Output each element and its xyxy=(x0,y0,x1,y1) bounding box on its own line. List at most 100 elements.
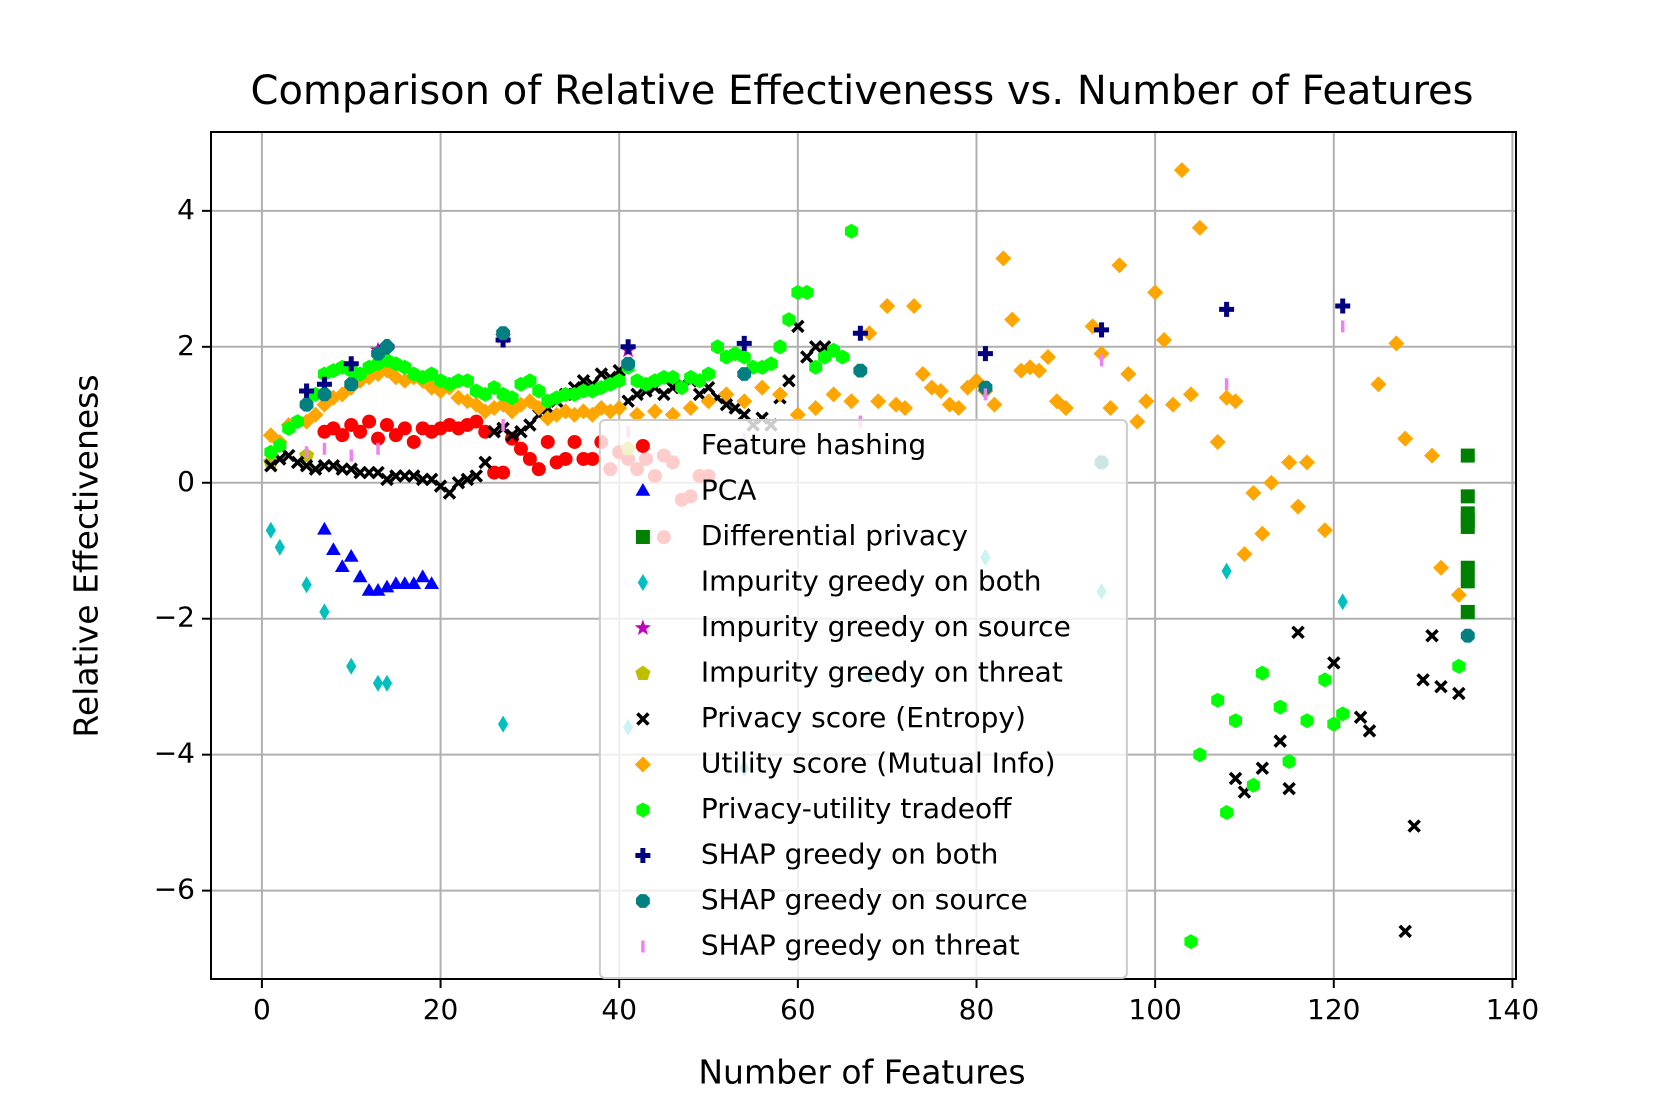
point xyxy=(1229,713,1242,729)
legend-marker xyxy=(635,438,650,453)
point xyxy=(594,367,609,381)
point xyxy=(415,569,431,583)
point xyxy=(460,472,475,487)
point xyxy=(666,369,680,385)
point xyxy=(853,363,868,378)
point xyxy=(532,383,546,399)
point xyxy=(1370,376,1387,393)
point xyxy=(782,312,796,328)
point xyxy=(299,397,314,412)
y-tick-label: 0 xyxy=(177,465,195,498)
point xyxy=(1424,447,1440,464)
point xyxy=(273,437,287,453)
point xyxy=(800,284,814,300)
point xyxy=(1102,400,1119,416)
point xyxy=(326,542,341,555)
point xyxy=(1182,386,1199,403)
point xyxy=(718,386,735,403)
point xyxy=(1040,349,1056,365)
point xyxy=(1147,284,1164,301)
point xyxy=(1031,362,1047,379)
legend-marker xyxy=(635,529,650,544)
x-tick-label: 20 xyxy=(423,993,459,1026)
point xyxy=(335,428,350,443)
point xyxy=(1291,625,1305,640)
point xyxy=(789,406,806,423)
x-axis-label: Number of Features xyxy=(698,1053,1025,1092)
point xyxy=(950,400,967,416)
point xyxy=(397,421,412,436)
point xyxy=(1120,366,1137,382)
point xyxy=(914,366,931,382)
point xyxy=(737,349,751,365)
legend-marker xyxy=(636,894,650,908)
point xyxy=(1337,593,1348,611)
point xyxy=(344,377,359,392)
point xyxy=(379,417,394,432)
point xyxy=(1255,761,1270,776)
point xyxy=(621,356,636,371)
point xyxy=(906,298,922,314)
point xyxy=(379,579,395,593)
legend-label: SHAP greedy on threat xyxy=(701,928,1020,961)
point xyxy=(585,451,600,466)
legend-marker xyxy=(635,665,651,680)
point xyxy=(505,428,519,442)
point xyxy=(702,366,715,382)
y-tick-label: 2 xyxy=(177,329,195,362)
point xyxy=(460,373,474,389)
point xyxy=(809,359,823,375)
point xyxy=(736,335,752,351)
point xyxy=(263,454,279,469)
point xyxy=(343,549,359,562)
point xyxy=(719,397,734,412)
point xyxy=(317,521,332,535)
point xyxy=(498,715,509,733)
y-tick-label: −2 xyxy=(154,601,195,634)
legend-label: Privacy-utility tradeoff xyxy=(701,792,1012,825)
x-tick-label: 40 xyxy=(601,993,637,1026)
point xyxy=(513,441,528,456)
legend-label: Impurity greedy on source xyxy=(701,610,1071,643)
point xyxy=(576,374,591,388)
point xyxy=(531,462,546,477)
x-tick-label: 80 xyxy=(959,993,995,1026)
point xyxy=(352,569,368,583)
x-tick-label: 120 xyxy=(1307,993,1360,1026)
point xyxy=(682,400,699,416)
point xyxy=(620,339,636,355)
point xyxy=(1335,298,1351,314)
point xyxy=(986,396,1003,413)
point xyxy=(995,250,1012,267)
point xyxy=(782,374,796,388)
point xyxy=(736,393,753,410)
x-tick-label: 140 xyxy=(1486,993,1539,1026)
point xyxy=(567,434,582,449)
legend-label: PCA xyxy=(701,473,757,506)
point xyxy=(1255,665,1269,681)
point xyxy=(424,576,439,589)
legend-label: SHAP greedy on both xyxy=(701,837,999,870)
point xyxy=(1460,448,1475,463)
point xyxy=(1004,311,1021,328)
point xyxy=(1057,400,1074,416)
point xyxy=(612,373,626,389)
point xyxy=(1362,724,1377,738)
point xyxy=(1246,777,1260,793)
point xyxy=(381,674,393,692)
point xyxy=(737,408,751,422)
point xyxy=(1388,335,1405,352)
point xyxy=(274,538,285,556)
point xyxy=(540,434,555,449)
point xyxy=(487,425,501,439)
point xyxy=(1452,658,1466,674)
point xyxy=(1220,805,1234,820)
point xyxy=(299,459,314,473)
point xyxy=(1353,710,1368,725)
point xyxy=(1460,560,1475,575)
point xyxy=(1416,673,1430,687)
point xyxy=(807,400,824,416)
point xyxy=(344,462,358,476)
point xyxy=(316,376,332,392)
